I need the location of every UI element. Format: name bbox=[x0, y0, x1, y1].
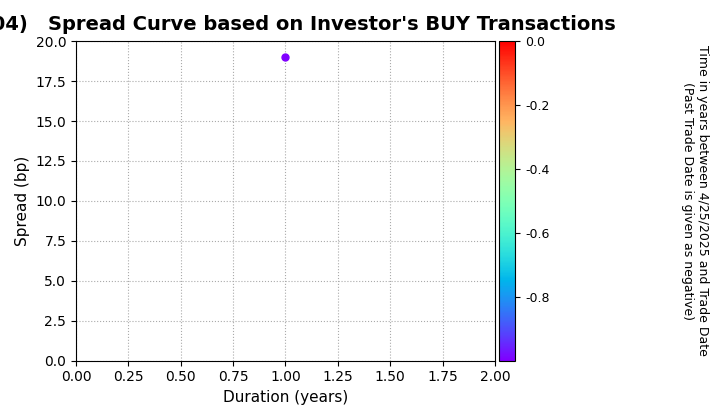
X-axis label: Duration (years): Duration (years) bbox=[223, 390, 348, 405]
Point bbox=[280, 54, 292, 60]
Y-axis label: Spread (bp): Spread (bp) bbox=[15, 156, 30, 246]
Title: (4004)   Spread Curve based on Investor's BUY Transactions: (4004) Spread Curve based on Investor's … bbox=[0, 15, 616, 34]
Y-axis label: Time in years between 4/25/2025 and Trade Date
(Past Trade Date is given as nega: Time in years between 4/25/2025 and Trad… bbox=[682, 45, 709, 356]
